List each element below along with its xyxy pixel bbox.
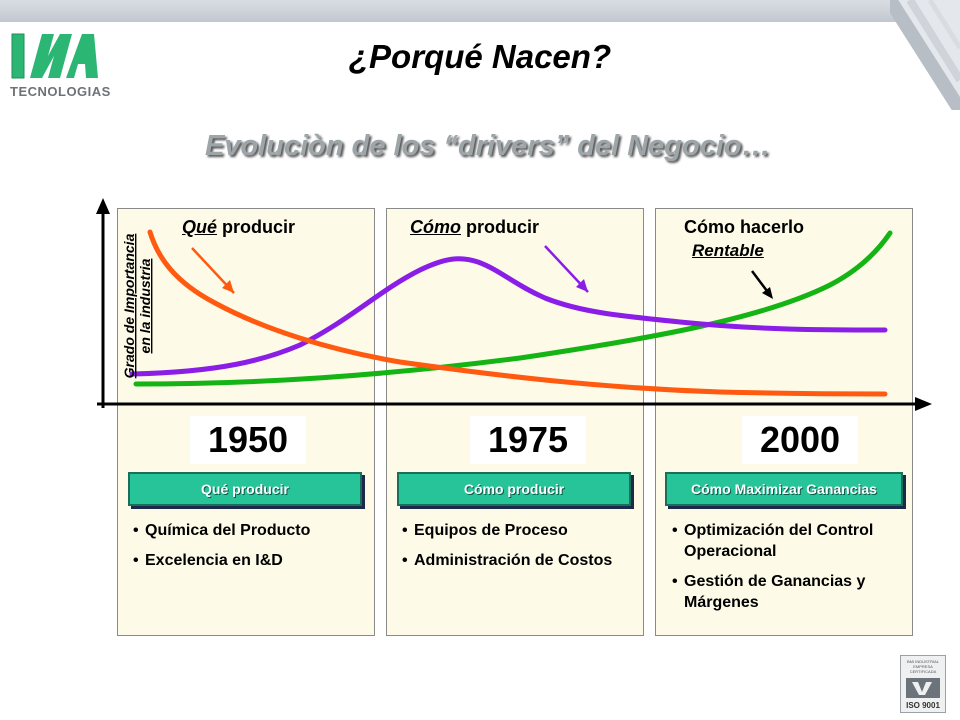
list-item: Química del Producto bbox=[131, 520, 366, 541]
section-title-how-text: Cómo producir bbox=[463, 481, 565, 497]
list-item: Equipos de Proceso bbox=[400, 520, 625, 541]
corner-decoration bbox=[890, 0, 960, 110]
bullet-list-how: Equipos de Proceso Administración de Cos… bbox=[400, 520, 625, 580]
y-axis-label-line1: Grado de Importancia bbox=[121, 233, 137, 378]
company-logo: TECNOLOGIAS bbox=[8, 30, 111, 110]
slide-subtitle: Evoluciòn de los “drivers” del Negocio… bbox=[205, 130, 771, 162]
list-item: Excelencia en I&D bbox=[131, 550, 366, 571]
phase-label-what-rest: producir bbox=[217, 217, 296, 237]
section-title-what-text: Qué producir bbox=[201, 481, 289, 497]
year-1975: 1975 bbox=[470, 416, 586, 464]
phase-label-how-rest: producir bbox=[461, 217, 540, 237]
year-2000: 2000 bbox=[742, 416, 858, 464]
y-axis-label: Grado de Importancia en la industria bbox=[121, 233, 153, 378]
iso-badge-top-text: BMI INDUSTRIAL EMPRESA CERTIFICADA bbox=[906, 659, 939, 674]
iso-certification-badge: BMI INDUSTRIAL EMPRESA CERTIFICADA ISO 9… bbox=[900, 655, 946, 713]
y-axis-label-line2: en la industria bbox=[137, 258, 153, 353]
series-purple-how-to-produce bbox=[129, 256, 888, 377]
x-axis-arrowhead bbox=[915, 397, 932, 411]
bvqi-certification-icon bbox=[906, 678, 940, 698]
iso-badge-text: ISO 9001 bbox=[906, 701, 940, 710]
section-title-maximize-text: Cómo Maximizar Ganancias bbox=[691, 481, 877, 497]
list-item: Optimización del Control Operacional bbox=[670, 520, 895, 562]
year-1950: 1950 bbox=[190, 416, 306, 464]
section-title-how: Cómo producir bbox=[397, 472, 631, 506]
section-title-maximize: Cómo Maximizar Ganancias bbox=[665, 472, 903, 506]
list-item: Administración de Costos bbox=[400, 550, 625, 571]
y-axis-arrowhead bbox=[96, 198, 110, 214]
series-orange-what-to-produce bbox=[147, 229, 888, 397]
section-title-what: Qué producir bbox=[128, 472, 362, 506]
phase-label-what: Qué producir bbox=[182, 217, 295, 238]
phase-label-what-underlined: Qué bbox=[182, 217, 218, 237]
ima-logo-icon bbox=[11, 33, 98, 79]
phase-label-how: Cómo producir bbox=[410, 217, 539, 238]
logo-text: TECNOLOGIAS bbox=[10, 84, 111, 99]
phase-label-how-underlined: Cómo bbox=[410, 217, 461, 237]
bullet-list-what: Química del Producto Excelencia en I&D bbox=[131, 520, 366, 580]
bullet-list-maximize: Optimización del Control Operacional Ges… bbox=[670, 520, 895, 622]
phase-label-profitable-line1: Cómo hacerlo bbox=[684, 217, 805, 237]
top-band bbox=[0, 0, 960, 22]
phase-label-profitable-line2: Rentable bbox=[692, 241, 764, 260]
slide-title: ¿Porqué Nacen? bbox=[348, 38, 612, 75]
series-green-profitability bbox=[133, 230, 893, 387]
list-item: Gestión de Ganancias y Márgenes bbox=[670, 571, 895, 613]
